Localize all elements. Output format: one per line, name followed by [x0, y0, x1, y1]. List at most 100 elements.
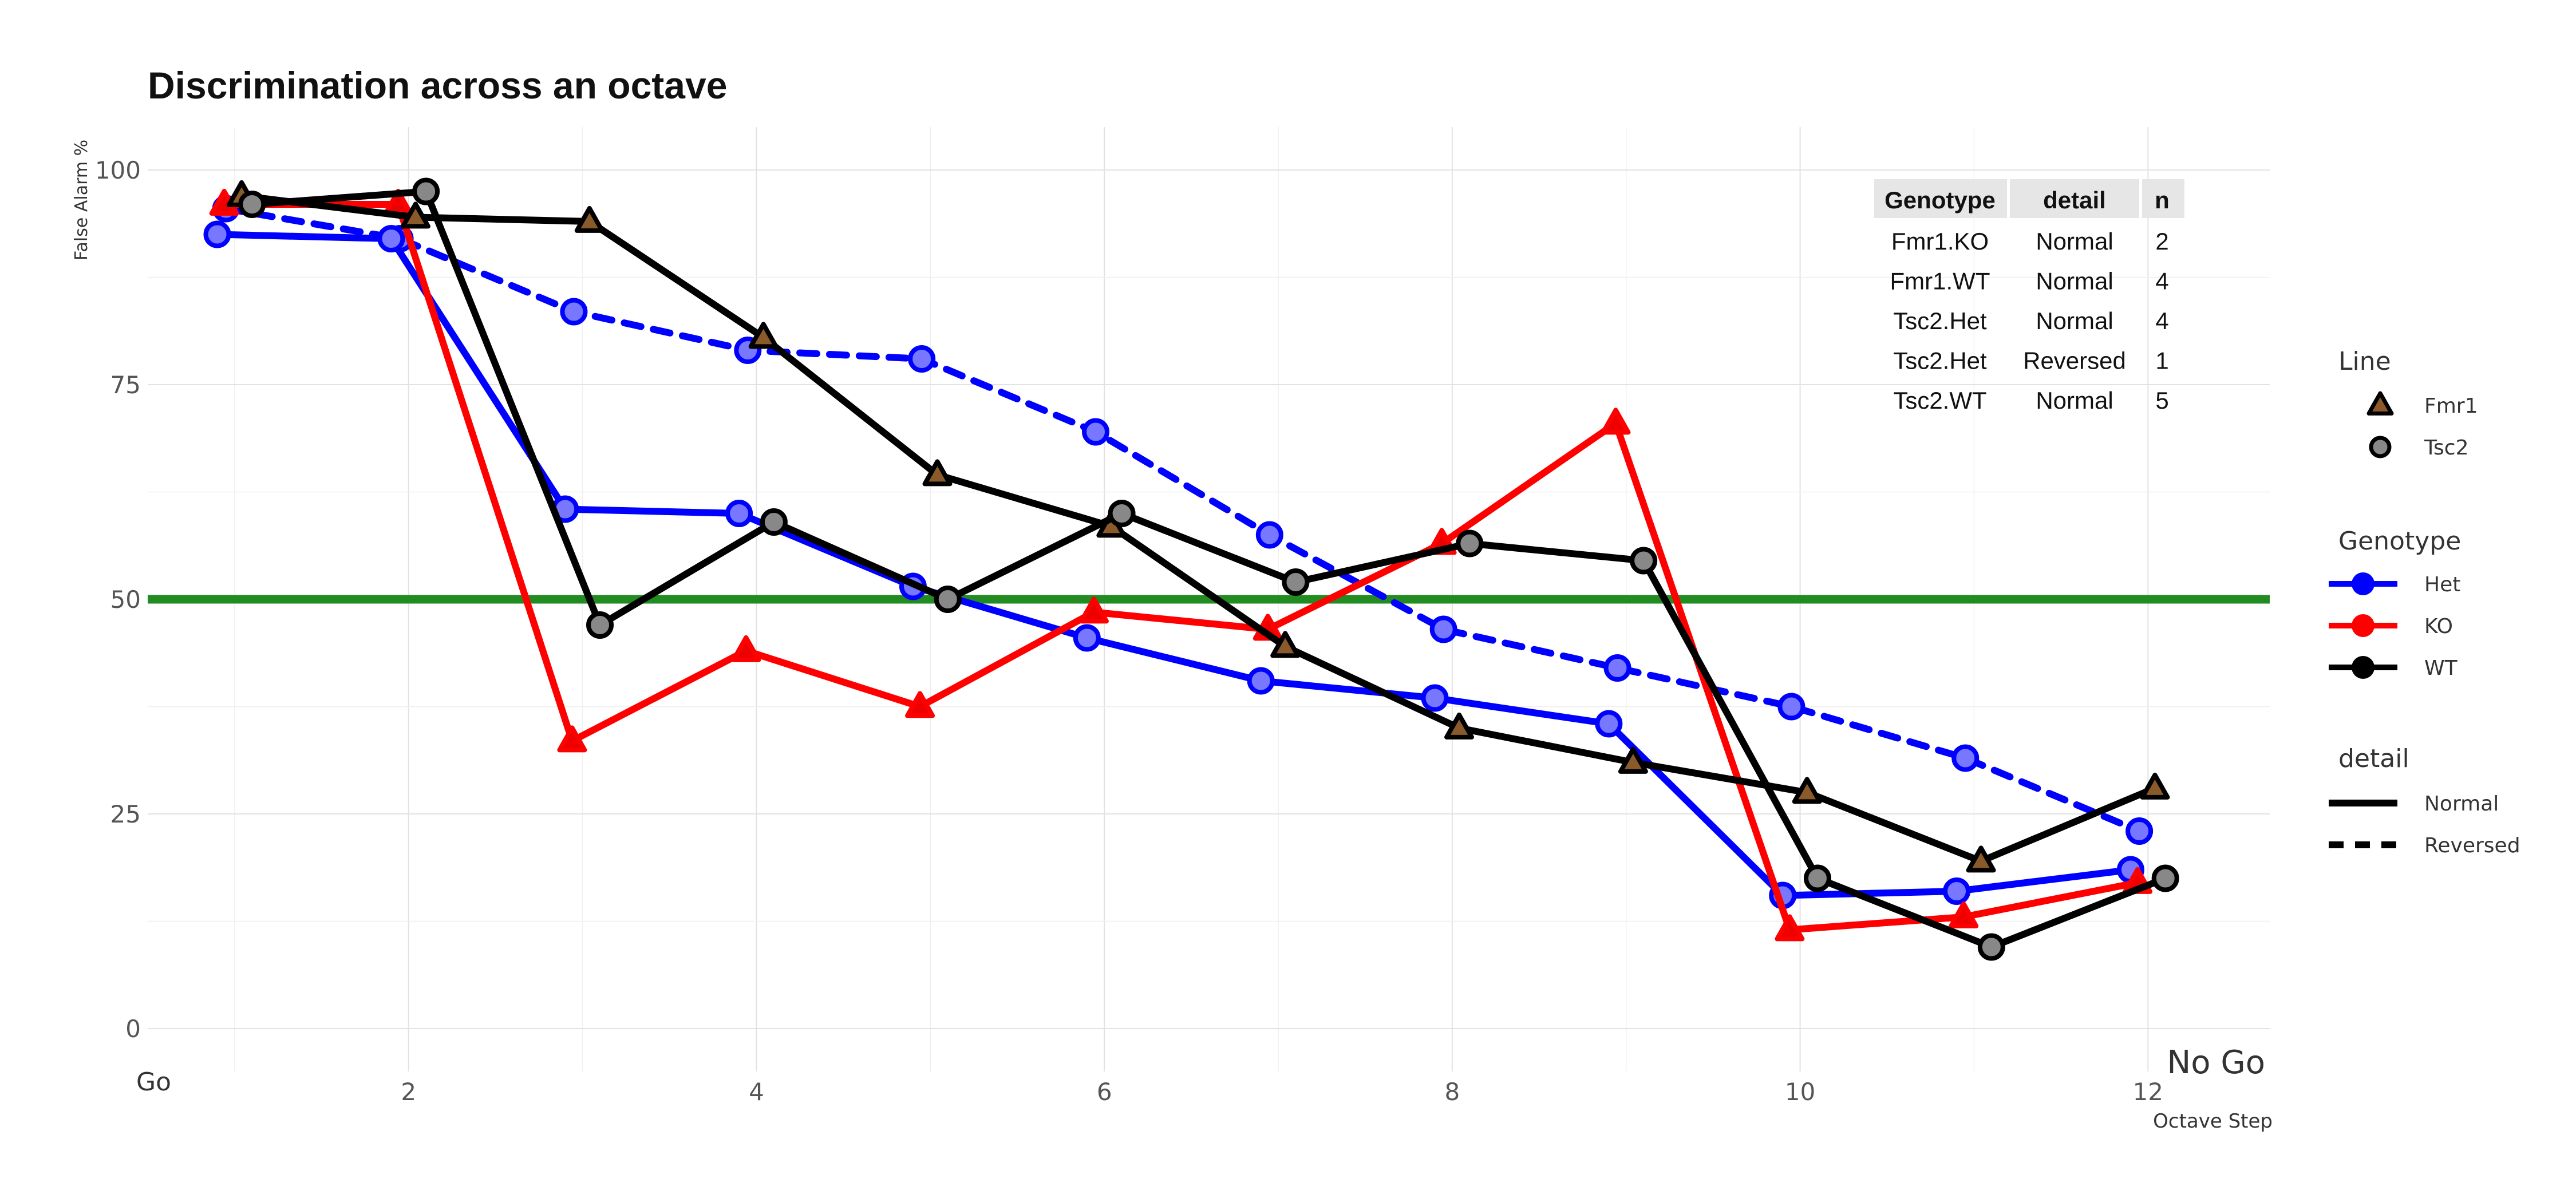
- legend-key-dot: [2352, 614, 2374, 637]
- data-point-circle: [203, 220, 231, 248]
- series-tsc2-wt-normal: [238, 177, 2179, 961]
- data-point-circle: [1951, 744, 1980, 772]
- data-point-triangle: [574, 205, 605, 233]
- data-point-triangle: [1601, 408, 1631, 435]
- data-point-circle: [1777, 693, 1805, 721]
- table-cell: Normal: [2036, 387, 2113, 414]
- legend-label-normal: Normal: [2424, 792, 2499, 816]
- data-point-circle: [934, 586, 962, 613]
- table-header-cell: [2142, 179, 2184, 218]
- table-cell: 5: [2155, 387, 2168, 414]
- series-line: [222, 205, 2143, 835]
- data-point-triangle: [2140, 772, 2170, 800]
- x-tick-label: 8: [1445, 1078, 1460, 1106]
- series-group: [203, 177, 2179, 961]
- data-point-triangle: [1949, 901, 1979, 928]
- data-point-triangle: [1444, 712, 1475, 740]
- y-tick-label: 75: [110, 371, 141, 399]
- data-point-circle: [238, 191, 266, 218]
- legend-title-genotype: Genotype: [2338, 527, 2461, 556]
- table-cell: Tsc2.Het: [1893, 307, 1987, 334]
- table-cell: Tsc2.Het: [1893, 347, 1987, 374]
- data-point-circle: [908, 345, 936, 373]
- table-cell: Normal: [2036, 268, 2113, 295]
- series-fmr1-ko-normal: [209, 188, 2153, 942]
- data-point-circle: [586, 611, 614, 639]
- y-tick-label: 100: [95, 156, 141, 184]
- x-tick-label: 2: [401, 1078, 416, 1106]
- data-point-circle: [1943, 877, 1971, 905]
- data-point-triangle: [905, 691, 935, 718]
- data-point-triangle: [1966, 845, 1996, 873]
- table-cell: Tsc2.WT: [1893, 387, 1986, 414]
- data-point-circle: [412, 177, 440, 205]
- series-line: [238, 192, 2159, 865]
- table-cell: Normal: [2036, 307, 2113, 334]
- table-cell: Fmr1.WT: [1890, 268, 1990, 295]
- table-header-cell: [1874, 179, 2007, 218]
- table-cell: 1: [2155, 347, 2168, 374]
- legend-label-fmr1: Fmr1: [2424, 394, 2478, 418]
- table-cell: 4: [2155, 307, 2168, 334]
- legends: Line Fmr1 Tsc2 Genotype Het KO WT detail Normal R…: [2329, 347, 2520, 857]
- data-point-circle: [1977, 933, 2005, 961]
- data-point-circle: [2125, 817, 2154, 845]
- table-header-label: detail: [2043, 187, 2106, 213]
- legend-key-circle: [2369, 436, 2392, 458]
- x-tick-label: 4: [749, 1078, 764, 1106]
- legend-title-line: Line: [2338, 347, 2391, 376]
- y-tick-label: 50: [110, 586, 141, 614]
- y-axis-label: False Alarm %: [72, 140, 92, 260]
- x-tick-label: 6: [1097, 1078, 1112, 1106]
- series-fmr1-wt-normal: [227, 180, 2170, 873]
- x-end-label-go: Go: [136, 1067, 171, 1097]
- data-point-circle: [1247, 667, 1275, 695]
- data-point-circle: [1456, 529, 1484, 557]
- data-point-triangle: [557, 725, 587, 753]
- data-point-circle: [725, 500, 753, 527]
- series-tsc2-het-normal: [203, 220, 2144, 910]
- legend-key-dot: [2352, 656, 2374, 679]
- table-cell: 2: [2155, 228, 2168, 255]
- x-end-label-no-go: No Go: [2167, 1044, 2265, 1081]
- x-tick-label: 10: [1785, 1078, 1815, 1106]
- x-axis-label: Octave Step: [2153, 1110, 2273, 1133]
- series-line: [220, 201, 2142, 934]
- table-header-label: n: [2155, 187, 2170, 213]
- legend-label-tsc2: Tsc2: [2424, 436, 2468, 460]
- data-point-circle: [1081, 418, 1109, 446]
- legend-title-detail: detail: [2338, 744, 2409, 773]
- table-cell: Normal: [2036, 228, 2113, 255]
- data-point-circle: [1282, 568, 1310, 596]
- series-tsc2-het-reversed: [212, 195, 2154, 845]
- legend-key-dot: [2352, 572, 2374, 595]
- data-point-circle: [1603, 654, 1631, 682]
- data-point-triangle: [1078, 596, 1109, 624]
- x-tick-label: 12: [2133, 1078, 2163, 1106]
- legend-key-triangle: [2366, 391, 2394, 416]
- data-point-circle: [1429, 615, 1457, 643]
- table-cell: Reversed: [2023, 347, 2126, 374]
- table-header-label: Genotype: [1884, 187, 1996, 213]
- legend-label-wt: WT: [2424, 657, 2458, 680]
- data-point-circle: [1108, 500, 1136, 527]
- y-tick-label: 0: [125, 1015, 141, 1043]
- legend-label-het: Het: [2424, 573, 2460, 596]
- data-point-circle: [377, 225, 405, 252]
- data-point-circle: [2151, 864, 2179, 892]
- data-point-triangle: [400, 201, 430, 229]
- table-header-cell: [2010, 179, 2139, 218]
- data-point-circle: [1595, 710, 1623, 738]
- data-point-triangle: [748, 322, 779, 349]
- data-point-triangle: [1618, 746, 1648, 774]
- data-point-circle: [760, 508, 788, 536]
- data-point-triangle: [922, 459, 953, 487]
- data-point-triangle: [1270, 631, 1301, 658]
- count-table: Genotype detail n Fmr1.KO Normal 2 Fmr1.WT Norm…: [1874, 179, 2184, 414]
- data-point-triangle: [1775, 914, 1805, 942]
- data-point-triangle: [1792, 777, 1822, 804]
- legend-label-reversed: Reversed: [2424, 834, 2520, 857]
- table-cell: Fmr1.KO: [1891, 228, 1989, 255]
- y-tick-label: 25: [110, 800, 141, 828]
